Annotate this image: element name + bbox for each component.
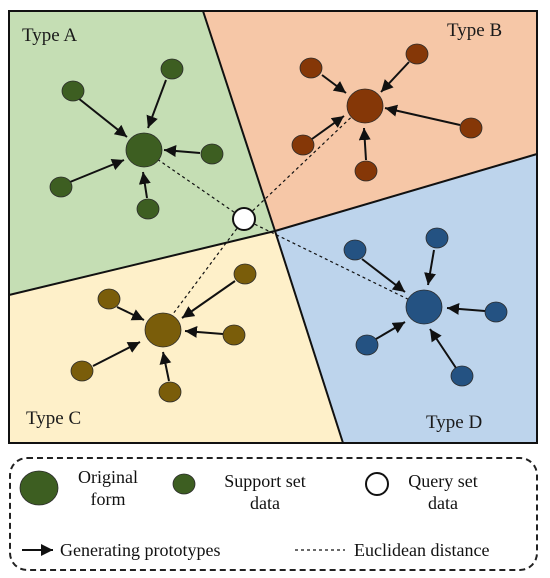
type-d-prototype-node xyxy=(405,289,443,325)
arrow xyxy=(181,280,236,319)
type-c-support-node xyxy=(97,288,121,310)
type-c-prototype-node xyxy=(144,312,182,348)
legend-euclidean-distance-label: Euclidean distance xyxy=(354,540,490,560)
arrow xyxy=(184,325,224,338)
arrow xyxy=(429,328,457,369)
arrow xyxy=(146,79,167,129)
legend xyxy=(9,457,538,571)
legend-original-form-icon xyxy=(19,470,59,506)
region-label-type-a: Type A xyxy=(22,25,78,46)
region-label-type-b: Type B xyxy=(447,20,503,41)
legend-original-form-line1: Original xyxy=(78,467,138,487)
type-d-support-node xyxy=(425,227,449,249)
type-c-support-node xyxy=(70,360,94,382)
arrow xyxy=(159,351,172,382)
arrow xyxy=(138,171,151,199)
type-b-support-node xyxy=(459,117,483,139)
type-a-support-node xyxy=(160,58,184,80)
distance-line-a xyxy=(143,149,245,220)
type-b-prototype-node xyxy=(346,88,384,124)
type-d-support-node xyxy=(450,365,474,387)
type-a-support-node xyxy=(200,143,224,165)
arrow xyxy=(375,321,406,340)
legend-support-set-label: Support set data xyxy=(210,470,320,514)
prototype-arrows xyxy=(69,61,486,382)
type-b-support-node xyxy=(354,160,378,182)
boundary-line xyxy=(202,10,276,232)
type-d-support-node xyxy=(484,301,508,323)
type-d-nodes xyxy=(343,227,508,387)
type-b-support-node xyxy=(405,43,429,65)
type-c-support-node xyxy=(158,381,182,403)
boundary-line xyxy=(8,230,276,296)
type-b-support-node xyxy=(299,57,323,79)
type-a-support-node xyxy=(49,176,73,198)
legend-support-set-line1: Support set xyxy=(224,471,306,491)
arrow xyxy=(380,61,410,93)
arrow xyxy=(424,249,436,286)
legend-support-set-line2: data xyxy=(250,493,280,513)
type-b-support-node xyxy=(291,134,315,156)
arrow xyxy=(321,74,347,94)
query-node xyxy=(232,207,256,231)
arrow xyxy=(116,306,145,321)
arrow xyxy=(358,127,371,161)
arrow xyxy=(446,302,486,315)
type-c-support-node xyxy=(222,324,246,346)
arrow xyxy=(311,115,345,140)
type-d-support-node xyxy=(355,334,379,356)
legend-query-set-label: Query set data xyxy=(395,470,491,514)
legend-query-set-line2: data xyxy=(428,493,458,513)
type-b-nodes xyxy=(291,43,483,182)
type-a-nodes xyxy=(49,58,224,220)
arrow xyxy=(77,97,128,138)
type-c-nodes xyxy=(70,263,257,403)
type-a-support-node xyxy=(136,198,160,220)
diagram-frame xyxy=(8,10,538,444)
boundary-line xyxy=(274,230,344,444)
legend-query-set-icon xyxy=(365,472,389,496)
boundary-line xyxy=(274,153,538,232)
legend-query-set-line1: Query set xyxy=(408,471,478,491)
distance-line-c xyxy=(160,218,245,331)
arrow xyxy=(384,104,461,126)
type-a-prototype-node xyxy=(125,132,163,168)
legend-support-set-icon xyxy=(172,473,196,495)
arrow xyxy=(92,341,141,367)
type-a-support-node xyxy=(61,80,85,102)
region-label-type-d: Type D xyxy=(426,412,483,433)
arrow xyxy=(163,145,201,157)
type-d-support-node xyxy=(343,239,367,261)
legend-original-form-line2: form xyxy=(90,489,126,509)
legend-original-form-label: Original form xyxy=(66,466,150,510)
region-boundaries xyxy=(8,10,538,444)
type-c-support-node xyxy=(233,263,257,285)
arrow xyxy=(361,258,406,293)
arrow xyxy=(69,158,125,183)
legend-generating-prototypes-label: Generating prototypes xyxy=(60,540,221,560)
region-label-type-c: Type C xyxy=(26,408,82,429)
euclidean-distance-lines xyxy=(143,105,425,331)
